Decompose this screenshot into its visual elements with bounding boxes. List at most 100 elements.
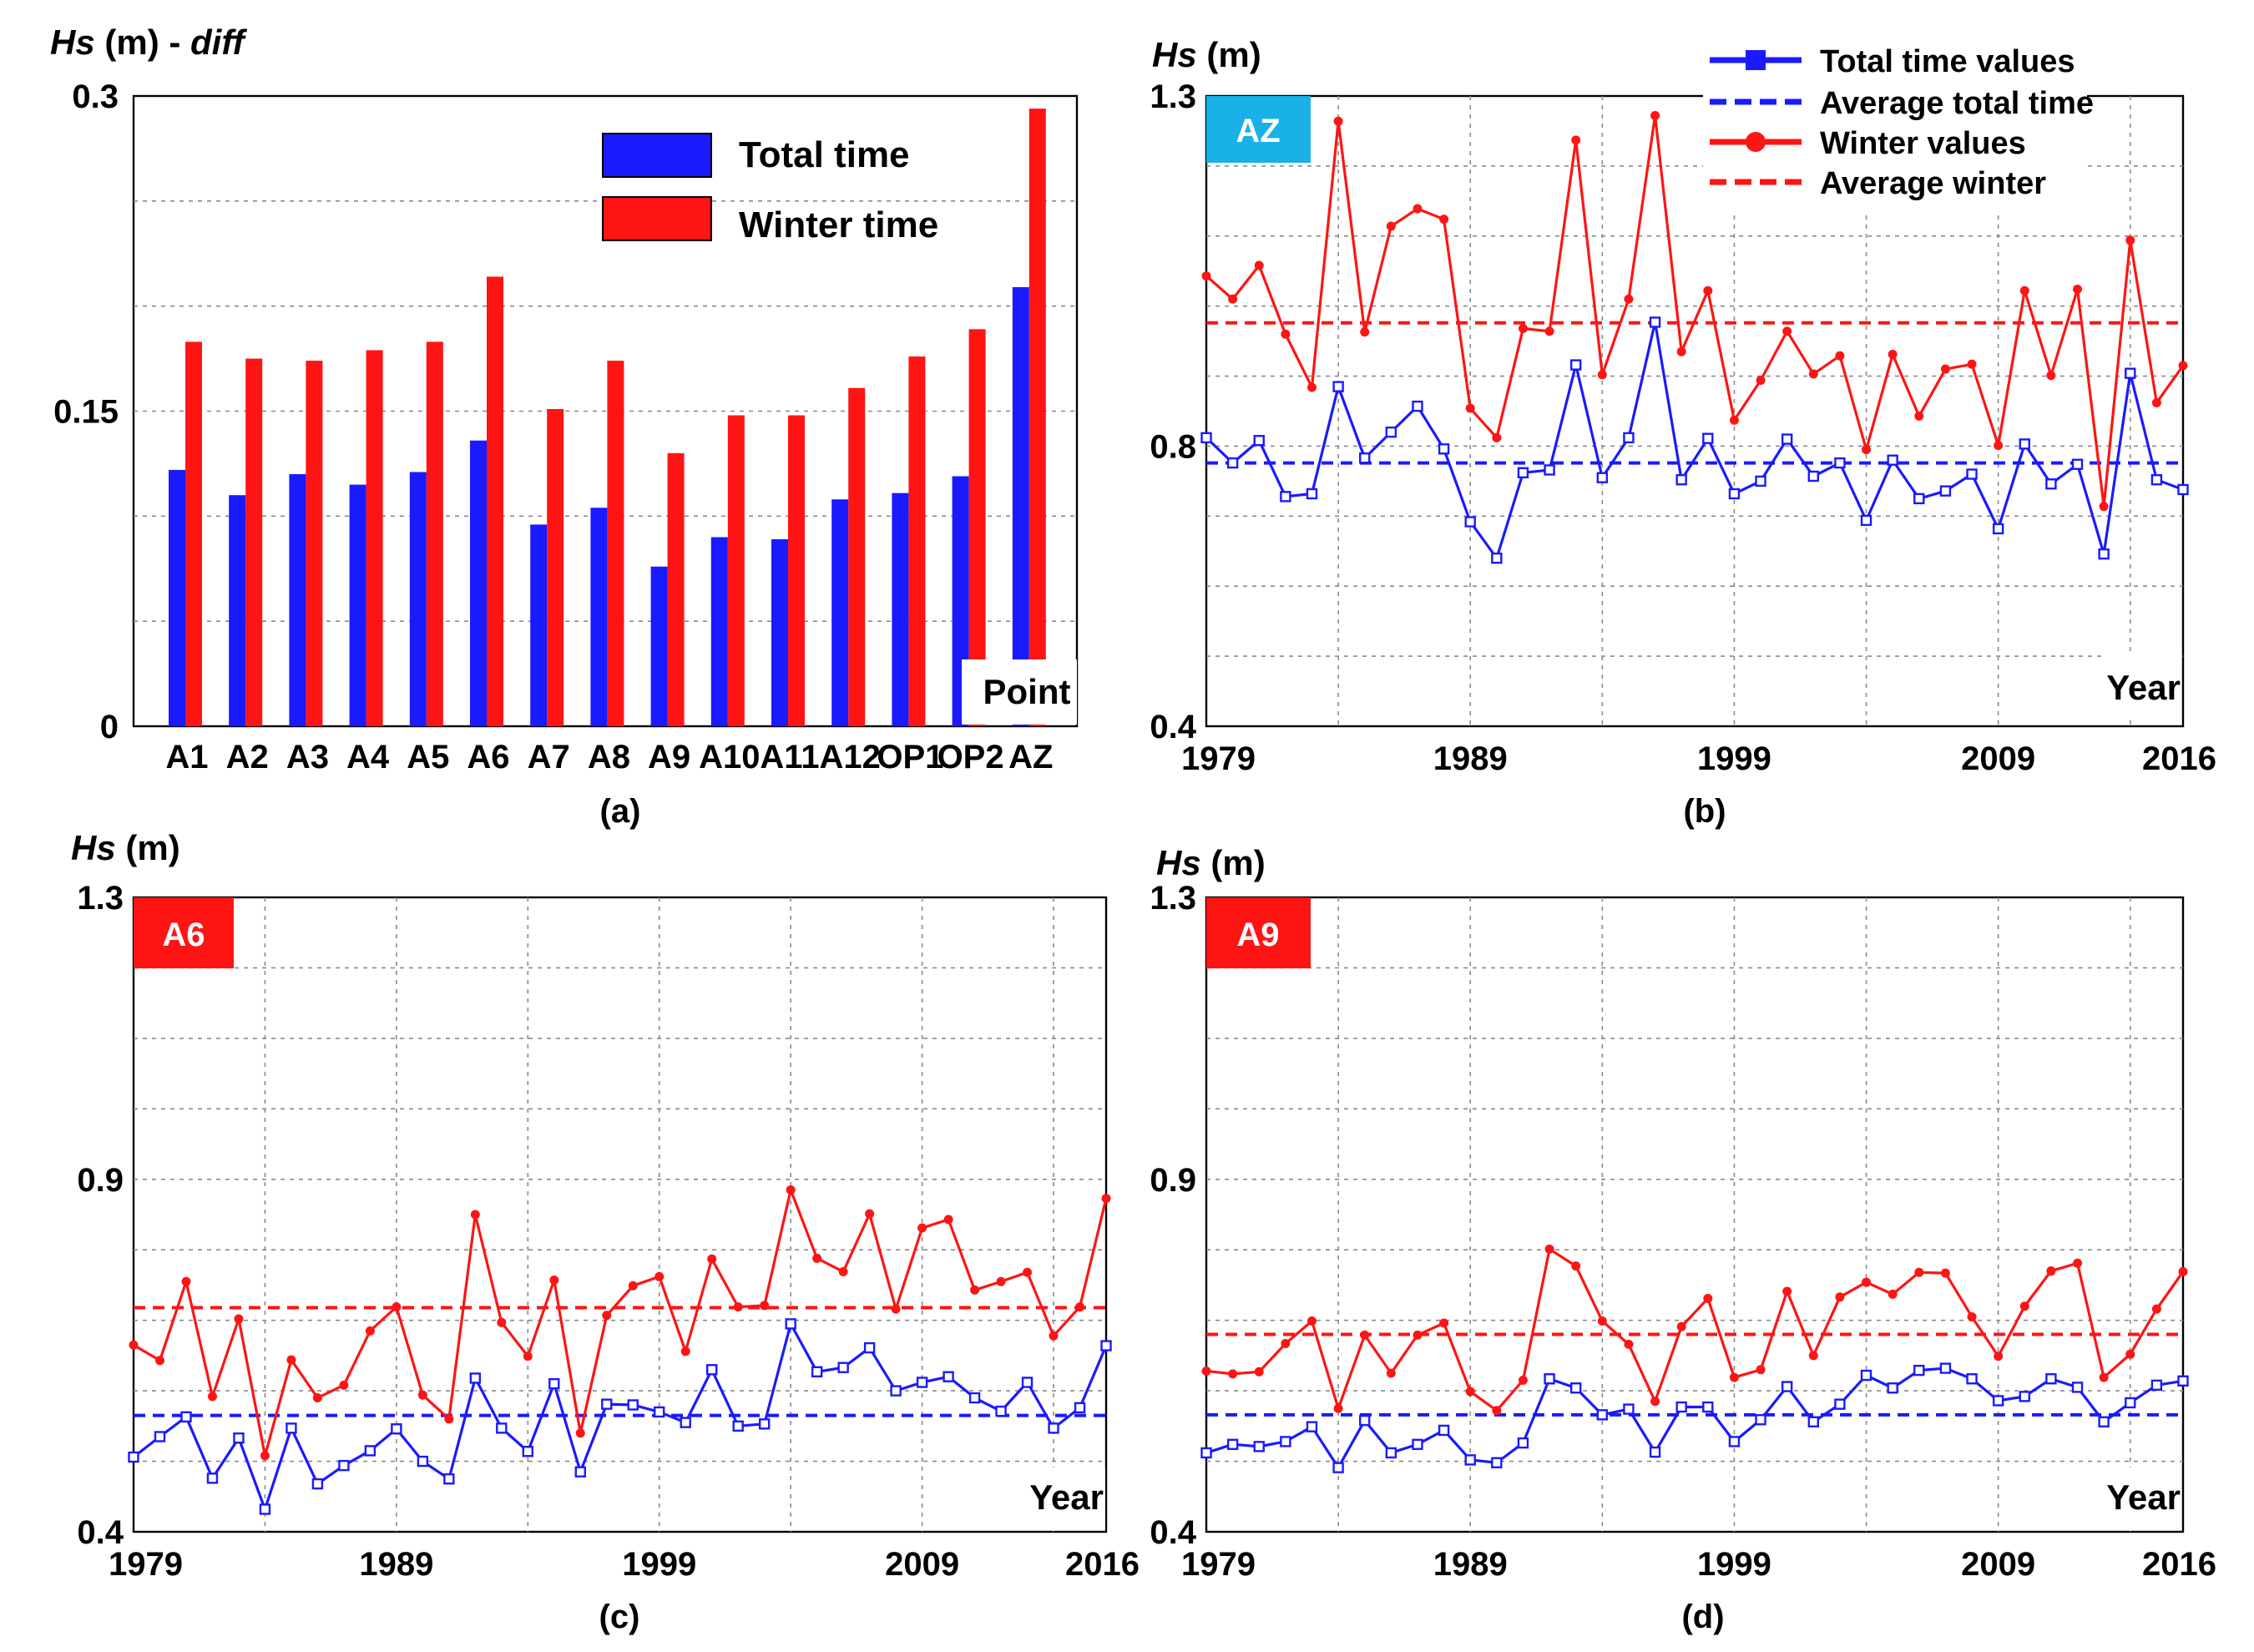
bar-winter-A8 <box>607 361 624 726</box>
point-total-b-1983 <box>1306 488 1318 500</box>
point-winter-d-1999 <box>1729 1372 1739 1382</box>
point-total-b-1982 <box>1280 491 1291 503</box>
point-winter-d-1981 <box>1254 1367 1264 1377</box>
point-winter-c-2009 <box>917 1223 927 1233</box>
x-axis-label-point: Point <box>983 672 1071 711</box>
point-winter-c-1993 <box>497 1317 507 1327</box>
xlabel-box-b <box>2102 655 2181 718</box>
x-tick-c-2016: 2016 <box>1065 1546 1140 1583</box>
y-tick-c: 0.9 <box>77 1162 124 1199</box>
xlabel-box-d <box>2102 1468 2181 1530</box>
point-total-d-2003 <box>1834 1398 1846 1410</box>
x-tick-a-A10: A10 <box>699 739 760 775</box>
y-tick-d: 1.3 <box>1150 880 1196 917</box>
badge-a9-label: A9 <box>1236 917 1279 953</box>
y-tick-b: 1.3 <box>1150 78 1196 115</box>
bar-winter-A11 <box>788 415 805 726</box>
point-winter-b-1985 <box>1360 327 1370 337</box>
point-total-b-1995 <box>1623 432 1635 444</box>
legend-marker-total-values <box>1746 50 1766 70</box>
point-total-b-1999 <box>1728 488 1741 500</box>
badge-a9 <box>1206 897 1311 968</box>
badge-az <box>1206 96 1311 163</box>
point-total-d-1984 <box>1332 1462 1344 1473</box>
x-tick-a-A9: A9 <box>648 739 690 775</box>
point-total-c-1990 <box>417 1455 429 1468</box>
point-winter-d-1996 <box>1650 1397 1660 1407</box>
x-tick-a-A12: A12 <box>820 739 881 775</box>
point-winter-b-1987 <box>1413 204 1423 214</box>
point-winter-b-2000 <box>1756 376 1766 386</box>
point-total-d-1982 <box>1280 1436 1291 1447</box>
point-total-b-2000 <box>1755 475 1766 488</box>
point-total-d-2008 <box>1966 1373 1978 1385</box>
y-tick-a: 0.15 <box>53 394 119 431</box>
point-winter-b-1994 <box>1597 370 1607 380</box>
x-tick-b-2009: 2009 <box>1961 740 2035 777</box>
point-total-c-1983 <box>233 1432 245 1444</box>
point-winter-c-1991 <box>444 1414 454 1424</box>
legend-label-total-time: Total time <box>739 134 910 175</box>
bar-winter-A3 <box>306 361 323 726</box>
point-total-c-1986 <box>311 1478 324 1490</box>
point-winter-b-2016 <box>2178 361 2188 371</box>
panel-d-line-chart: A9 Hs (m) 0.4 0.9 1.3 1979 1989 1999 2009 2016… <box>1150 843 2216 1635</box>
bar-winter-OP2 <box>968 329 986 726</box>
point-total-b-1998 <box>1702 432 1714 444</box>
point-total-b-2016 <box>2177 483 2189 496</box>
point-winter-c-1981 <box>181 1276 191 1286</box>
point-total-c-2009 <box>916 1377 928 1388</box>
x-tick-c-2009: 2009 <box>885 1546 959 1583</box>
x-tick-d-1989: 1989 <box>1433 1546 1508 1583</box>
point-total-b-1996 <box>1649 316 1661 328</box>
point-winter-b-2006 <box>1914 411 1924 421</box>
point-total-c-1996 <box>574 1466 586 1478</box>
point-winter-d-1980 <box>1228 1369 1238 1379</box>
x-axis-label-year-b: Year <box>2106 668 2181 707</box>
point-total-c-2004 <box>785 1318 796 1330</box>
bar-total-A4 <box>349 484 366 726</box>
y-axis-label-a: Hs (m) - diff <box>50 23 248 62</box>
point-winter-d-1984 <box>1333 1403 1343 1413</box>
x-tick-a-A8: A8 <box>588 739 630 775</box>
legend-a: Total time Winter time <box>602 133 938 245</box>
point-winter-b-2010 <box>2019 285 2029 296</box>
point-total-b-2009 <box>1992 523 2004 535</box>
point-winter-c-1992 <box>470 1210 480 1220</box>
plot-area-c <box>132 896 1108 1533</box>
y-tick-d: 0.4 <box>1150 1514 1196 1551</box>
bar-total-A8 <box>590 508 608 726</box>
point-winter-d-1983 <box>1306 1316 1317 1326</box>
point-total-d-1989 <box>1464 1454 1476 1466</box>
bar-total-A3 <box>289 474 306 726</box>
point-total-b-1986 <box>1385 426 1397 438</box>
point-winter-d-2007 <box>1940 1268 1950 1278</box>
point-winter-c-2013 <box>1023 1267 1033 1277</box>
point-total-b-2006 <box>1913 493 1925 505</box>
bar-total-A5 <box>409 472 427 726</box>
point-winter-b-1995 <box>1624 294 1634 304</box>
point-winter-c-1989 <box>392 1302 402 1312</box>
point-total-d-2006 <box>1913 1364 1925 1377</box>
point-total-c-2003 <box>758 1418 771 1430</box>
x-tick-c-1979: 1979 <box>109 1546 183 1583</box>
point-total-d-1992 <box>1544 1373 1555 1385</box>
point-total-c-1992 <box>469 1372 482 1384</box>
panel-b-line-chart: AZ Total time values Average total time … <box>1150 35 2216 830</box>
point-total-b-2005 <box>1887 454 1898 466</box>
point-winter-d-2003 <box>1835 1292 1845 1302</box>
point-winter-d-2015 <box>2151 1304 2161 1314</box>
point-winter-b-1992 <box>1544 326 1554 336</box>
x-tick-a-A1: A1 <box>165 739 208 775</box>
point-winter-b-2001 <box>1782 326 1792 336</box>
x-tick-c-1989: 1989 <box>359 1546 433 1583</box>
x-tick-a-OP2: OP2 <box>937 739 1004 775</box>
point-winter-b-2014 <box>2125 235 2135 245</box>
point-total-c-1995 <box>548 1377 560 1390</box>
bar-winter-A7 <box>547 408 564 726</box>
point-winter-c-2011 <box>970 1285 980 1295</box>
point-winter-b-1998 <box>1703 285 1713 296</box>
point-total-d-1980 <box>1226 1438 1239 1450</box>
point-winter-d-2000 <box>1756 1365 1766 1375</box>
point-winter-d-1995 <box>1624 1339 1634 1349</box>
